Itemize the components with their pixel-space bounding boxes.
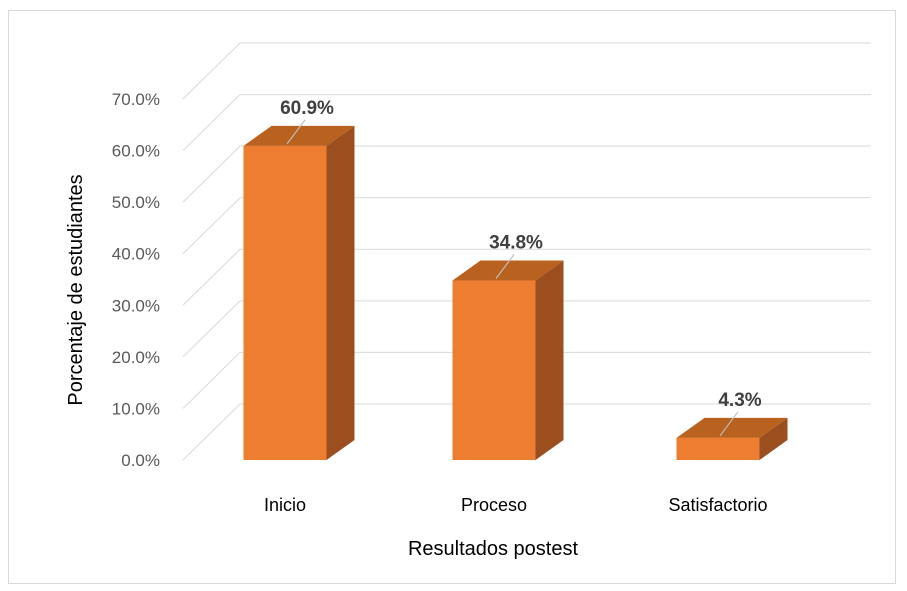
bar-front [676,437,760,460]
x-category-label: Inicio [264,495,306,515]
y-axis-title: Porcentaje de estudiantes [65,174,87,405]
x-axis-categories: Inicio Proceso Satisfactorio [264,495,768,515]
x-category-label: Proceso [461,495,527,515]
bar-side [535,260,564,460]
bar-inicio: 60.9% [243,98,355,461]
bar-front [243,145,327,460]
bar-front [452,280,536,460]
x-category-label: Satisfactorio [668,495,767,515]
data-label-leader [719,411,739,437]
bar-side [326,125,355,461]
bar-satisfactorio: 4.3% [676,390,788,460]
chart-frame [8,10,896,584]
y-tick-label: 30.0% [112,296,160,315]
data-label: 60.9% [280,98,334,119]
y-tick-label: 50.0% [112,193,160,212]
gridline [182,94,871,151]
y-tick-label: 60.0% [112,142,160,161]
gridline [182,42,871,100]
data-label: 34.8% [489,233,543,254]
y-tick-label: 40.0% [112,245,160,264]
y-tick-label: 70.0% [112,90,160,109]
data-label: 4.3% [718,390,761,411]
bar-top [452,260,564,281]
y-tick-label: 10.0% [112,399,160,418]
data-label-leader [286,119,306,145]
bars: 60.9% 34.8% 4.3% [243,98,788,461]
y-tick-label: 20.0% [112,348,160,367]
bar-proceso: 34.8% [452,233,564,460]
y-axis-ticks: 0.0% 10.0% 20.0% 30.0% 40.0% 50.0% 60.0% 70.0% [112,90,160,470]
x-axis-title: Resultados postest [408,538,579,560]
y-tick-label: 0.0% [121,451,160,470]
bar-side [759,417,788,460]
bar-top [243,125,355,146]
bar-top [676,417,788,438]
data-label-leader [495,254,515,279]
